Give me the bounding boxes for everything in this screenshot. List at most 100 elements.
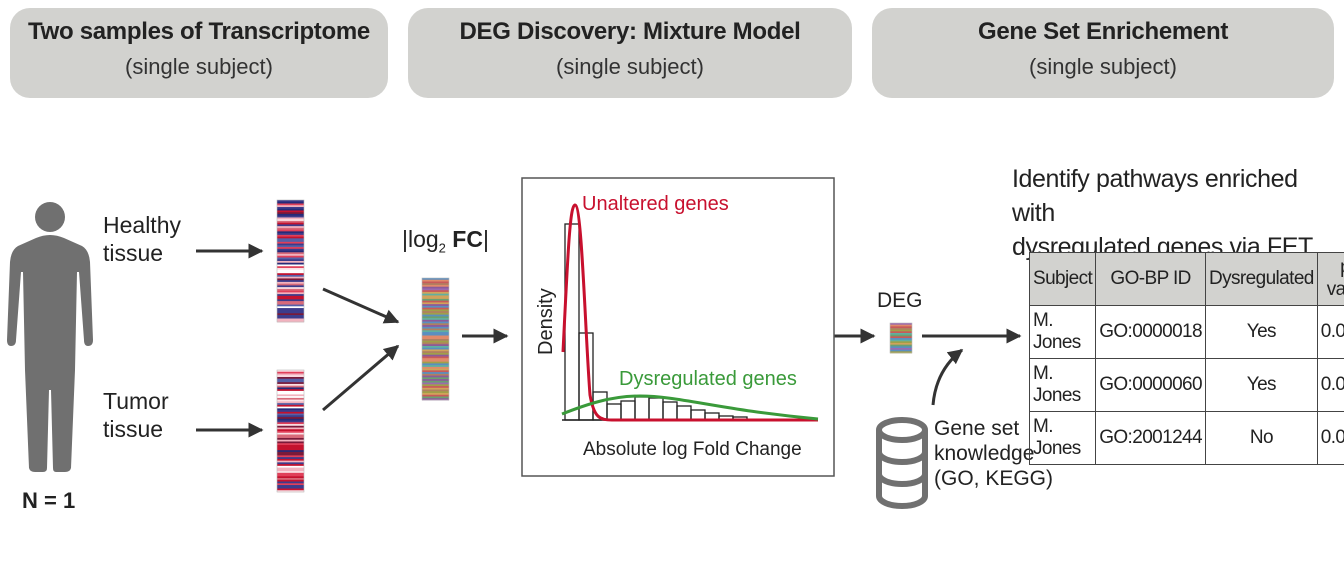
strip-stripe — [890, 343, 912, 346]
strip-stripe — [277, 471, 304, 474]
strip-stripe — [422, 319, 449, 322]
enrichment-caption: Identify pathways enriched with dysregul… — [1012, 163, 1344, 264]
strip-stripe — [277, 434, 304, 437]
strip-stripe — [422, 347, 449, 350]
strip-stripe — [277, 278, 304, 281]
strip-stripe — [422, 318, 449, 321]
strip-stripe — [422, 311, 449, 314]
strip-stripe — [422, 283, 449, 286]
strip-stripe — [277, 396, 304, 399]
strip-stripe — [277, 259, 304, 262]
strip-stripe — [422, 325, 449, 328]
strip-stripe — [422, 309, 449, 312]
tumor-label-line2: tissue — [103, 415, 164, 442]
strip-stripe — [277, 241, 304, 244]
strip-stripe — [890, 341, 912, 344]
dysregulated-label: Dysregulated genes — [619, 368, 797, 390]
strip-stripe — [422, 394, 449, 397]
strip-stripe — [422, 291, 449, 295]
strip-stripe — [422, 307, 449, 310]
strip-stripe — [422, 279, 449, 282]
cell-go-id: GO:2001244 — [1095, 411, 1206, 465]
strip-stripe — [277, 271, 304, 274]
strip-stripe — [277, 247, 304, 250]
strip-stripe — [277, 478, 304, 481]
strip-stripe — [277, 376, 304, 380]
strip-stripe — [277, 446, 304, 449]
strip-stripe — [422, 396, 449, 399]
unaltered-curve — [561, 203, 818, 422]
strip-stripe — [422, 354, 449, 357]
strip-stripe — [277, 245, 304, 248]
logfc-strip — [421, 277, 450, 401]
strip-stripe — [277, 233, 304, 236]
strip-stripe — [277, 206, 304, 210]
strip-stripe — [422, 286, 449, 289]
strip-stripe — [277, 301, 304, 304]
strip-stripe — [277, 424, 304, 427]
strip-stripe — [277, 201, 304, 204]
strip-stripe — [890, 333, 912, 336]
strip-stripe — [277, 425, 304, 428]
healthy-expression-strip — [276, 199, 305, 323]
header-go-bp-id: GO-BP ID — [1095, 252, 1206, 306]
strip-stripe — [277, 392, 304, 395]
strip-stripe — [277, 267, 304, 271]
database-icon — [876, 417, 928, 509]
strip-stripe — [422, 288, 449, 291]
strip-stripe — [890, 323, 912, 326]
strip-stripe — [277, 422, 304, 425]
strip-stripe — [422, 356, 449, 359]
strip-stripe — [277, 281, 304, 285]
strip-stripe — [422, 359, 449, 363]
strip-stripe — [277, 481, 304, 484]
strip-stripe — [277, 236, 304, 239]
enrichment-results-table: Subject GO-BP ID Dysregulated p-value M.… — [1028, 252, 1344, 465]
arrow-healthy-to-fc — [322, 287, 400, 324]
knowledge-line3: (GO, KEGG) — [934, 467, 1054, 491]
strip-stripe — [422, 300, 449, 303]
strip-stripe — [277, 483, 304, 486]
strip-stripe — [422, 314, 449, 317]
strip-stripe — [890, 351, 912, 354]
strip-stripe — [277, 485, 304, 488]
arrow-tumor-to-fc — [322, 344, 400, 412]
strip-stripe — [422, 386, 449, 389]
header-dysregulated: Dysregulated — [1205, 252, 1318, 306]
strip-stripe — [422, 368, 449, 371]
strip-stripe — [277, 205, 304, 208]
banner-title: DEG Discovery: Mixture Model — [459, 18, 801, 45]
strip-stripe — [422, 316, 449, 319]
strip-stripe — [277, 429, 304, 432]
strip-stripe — [422, 304, 449, 307]
strip-stripe — [422, 323, 449, 326]
strip-stripe — [277, 378, 304, 381]
strip-stripe — [277, 238, 304, 241]
strip-stripe — [277, 469, 304, 472]
strip-border — [421, 277, 450, 401]
strip-stripe — [277, 285, 304, 288]
strip-stripe — [277, 450, 304, 453]
cell-p-value: 0.0015 — [1316, 358, 1344, 412]
banner-deg-discovery: DEG Discovery: Mixture Model (single sub… — [408, 8, 852, 98]
strip-stripe — [422, 391, 449, 394]
strip-stripe — [277, 417, 304, 420]
cell-go-id: GO:0000060 — [1095, 358, 1206, 412]
strip-stripe — [277, 280, 304, 283]
strip-stripe — [277, 264, 304, 267]
banner-subtitle: (single subject) — [556, 54, 704, 79]
strip-stripe — [422, 305, 449, 309]
strip-stripe — [277, 383, 304, 387]
strip-stripe — [890, 339, 912, 342]
strip-stripe — [422, 370, 449, 373]
strip-stripe — [277, 306, 304, 309]
strip-stripe — [277, 420, 304, 423]
strip-stripe — [277, 387, 304, 390]
strip-stripe — [277, 283, 304, 286]
strip-stripe — [422, 281, 449, 284]
strip-stripe — [890, 338, 912, 341]
strip-stripe — [422, 380, 449, 383]
fc-label-subscript: 2 — [438, 240, 446, 256]
strip-stripe — [277, 224, 304, 227]
